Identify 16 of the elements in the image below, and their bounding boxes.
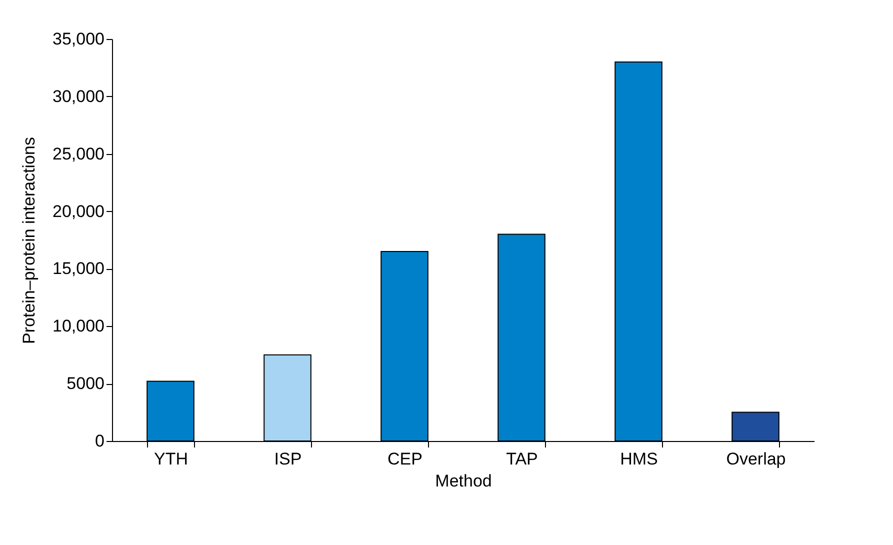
x-tick-label: Overlap (726, 450, 786, 468)
y-tick-label: 15,000 (52, 259, 104, 278)
y-tick-label: 25,000 (52, 144, 104, 164)
x-tick-label: CEP (388, 450, 422, 468)
y-axis-title: Protein–protein interactions (20, 137, 39, 344)
y-tick-label: 20,000 (52, 202, 104, 221)
x-axis-title: Method (435, 472, 492, 490)
y-tick-label: 5000 (66, 374, 104, 394)
x-tick-label: YTH (154, 450, 188, 468)
y-tick-label: 35,000 (52, 30, 104, 48)
y-tick-label: 10,000 (52, 316, 104, 336)
y-tick-label: 30,000 (52, 86, 104, 106)
x-tick-label: ISP (274, 450, 302, 468)
x-tick-label: TAP (506, 450, 538, 468)
x-tick-label: HMS (620, 450, 658, 468)
y-tick-label: 0 (95, 432, 104, 450)
